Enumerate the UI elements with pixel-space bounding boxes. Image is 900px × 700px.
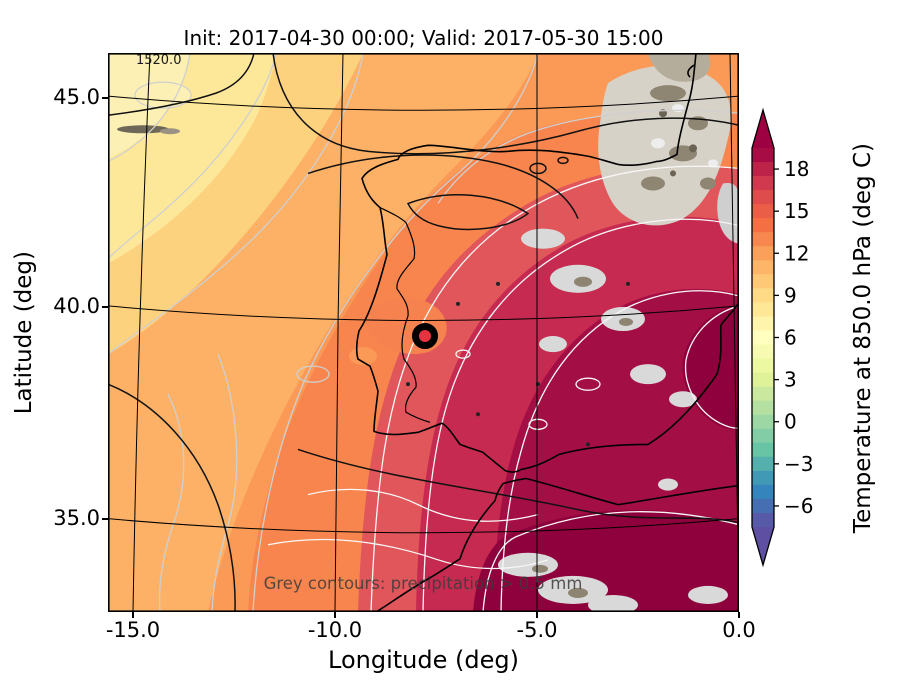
colorbar-segment — [752, 162, 774, 177]
x-tick-label: -15.0 — [105, 618, 161, 642]
precipitation-shading-layer — [117, 53, 739, 612]
x-tick-label: 0.0 — [722, 618, 756, 642]
y-tick-mark — [102, 518, 108, 520]
colorbar-segment — [752, 204, 774, 219]
colorbar-tick-label: −3 — [784, 452, 813, 476]
colorbar-segment — [752, 330, 774, 346]
y-axis-label: Latitude (deg) — [11, 250, 37, 415]
colorbar-segment — [752, 456, 774, 472]
x-tick-mark — [738, 612, 740, 618]
x-tick-mark — [132, 612, 134, 618]
map-plot-area: 1520.0 Grey contours: precipitation > 0.… — [108, 53, 739, 612]
colorbar-label: Temperature at 850.0 hPa (deg C) — [850, 142, 876, 534]
plot-title: Init: 2017-04-30 00:00; Valid: 2017-05-3… — [183, 26, 664, 50]
colorbar-tick-label: 18 — [784, 157, 809, 181]
colorbar-tick-label: −6 — [784, 494, 813, 518]
location-marker — [412, 322, 438, 350]
y-axis-label-wrap: Latitude (deg) — [6, 90, 42, 575]
colorbar-arrow-bottom — [752, 527, 774, 565]
white-contour-lines — [267, 165, 739, 612]
y-tick-label: 35.0 — [53, 506, 100, 530]
colorbar-segment — [752, 414, 774, 430]
graticule-grid — [108, 53, 739, 612]
y-tick-label: 45.0 — [53, 85, 100, 109]
colorbar-segment — [752, 484, 774, 500]
colorbar-outline — [751, 107, 775, 568]
colorbar-segment — [752, 288, 774, 304]
colorbar-segment — [752, 246, 774, 261]
colorbar-segment — [752, 190, 774, 205]
colorbar-tick-label: 15 — [784, 199, 809, 223]
height-contour-lines — [108, 53, 739, 612]
colorbar-segment — [752, 470, 774, 486]
colorbar-label-wrap: Temperature at 850.0 hPa (deg C) — [843, 88, 883, 588]
y-tick-mark — [102, 306, 108, 308]
plot-border — [108, 53, 739, 612]
height-contour-label: 1520.0 — [136, 53, 181, 68]
colorbar-segment — [752, 316, 774, 332]
colorbar-segment — [752, 372, 774, 388]
colorbar-segment — [752, 232, 774, 247]
colorbar-tick-label: 0 — [784, 410, 797, 434]
y-tick-label: 40.0 — [53, 294, 100, 318]
x-tick-label: -5.0 — [516, 618, 558, 642]
colorbar-tick-label: 3 — [784, 368, 797, 392]
colorbar-segment — [752, 428, 774, 444]
colorbar-segment — [752, 358, 774, 374]
colorbar-segment — [752, 302, 774, 318]
map-canvas: 1520.0 Grey contours: precipitation > 0.… — [108, 53, 739, 612]
colorbar-segment — [752, 274, 774, 289]
colorbar-arrow-top — [752, 110, 774, 148]
colorbar-segment — [752, 498, 774, 514]
colorbar-segment — [752, 386, 774, 402]
x-tick-mark — [536, 612, 538, 618]
x-tick-mark — [334, 612, 336, 618]
colorbar-segment — [752, 442, 774, 458]
colorbar-segment — [752, 148, 774, 163]
colorbar-segment — [752, 400, 774, 416]
colorbar-segment — [752, 218, 774, 233]
colorbar-tick-label: 12 — [784, 241, 809, 265]
colorbar-tick-label: 9 — [784, 283, 797, 307]
x-axis-label: Longitude (deg) — [328, 646, 519, 674]
colorbar-segment — [752, 512, 774, 528]
precipitation-caption: Grey contours: precipitation > 0.5 mm — [264, 574, 583, 593]
y-tick-mark — [102, 97, 108, 99]
colorbar-segment — [752, 260, 774, 275]
coastlines — [355, 53, 739, 612]
colorbar-tick-label: 6 — [784, 326, 797, 350]
colorbar-segment — [752, 176, 774, 191]
colorbar-segment — [752, 344, 774, 360]
x-tick-label: -10.0 — [307, 618, 363, 642]
colorbar: 18 15 12 9 6 3 0 −3 −6 — [751, 107, 813, 568]
